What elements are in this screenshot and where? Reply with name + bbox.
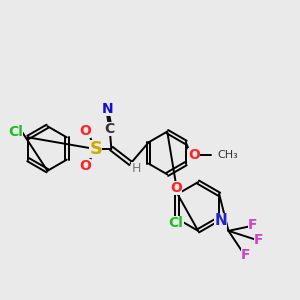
Text: Cl: Cl [169,216,184,230]
Text: F: F [248,218,257,232]
Text: N: N [102,102,114,116]
Text: O: O [79,159,91,173]
Text: H: H [131,162,141,175]
Text: C: C [105,122,115,136]
Text: F: F [254,233,263,247]
Text: O: O [79,124,91,138]
Text: Cl: Cl [8,125,23,139]
Text: O: O [170,181,182,195]
Text: F: F [241,248,250,262]
Text: O: O [188,148,200,162]
Text: N: N [214,213,227,228]
Text: S: S [89,140,102,158]
Text: CH₃: CH₃ [218,150,238,160]
